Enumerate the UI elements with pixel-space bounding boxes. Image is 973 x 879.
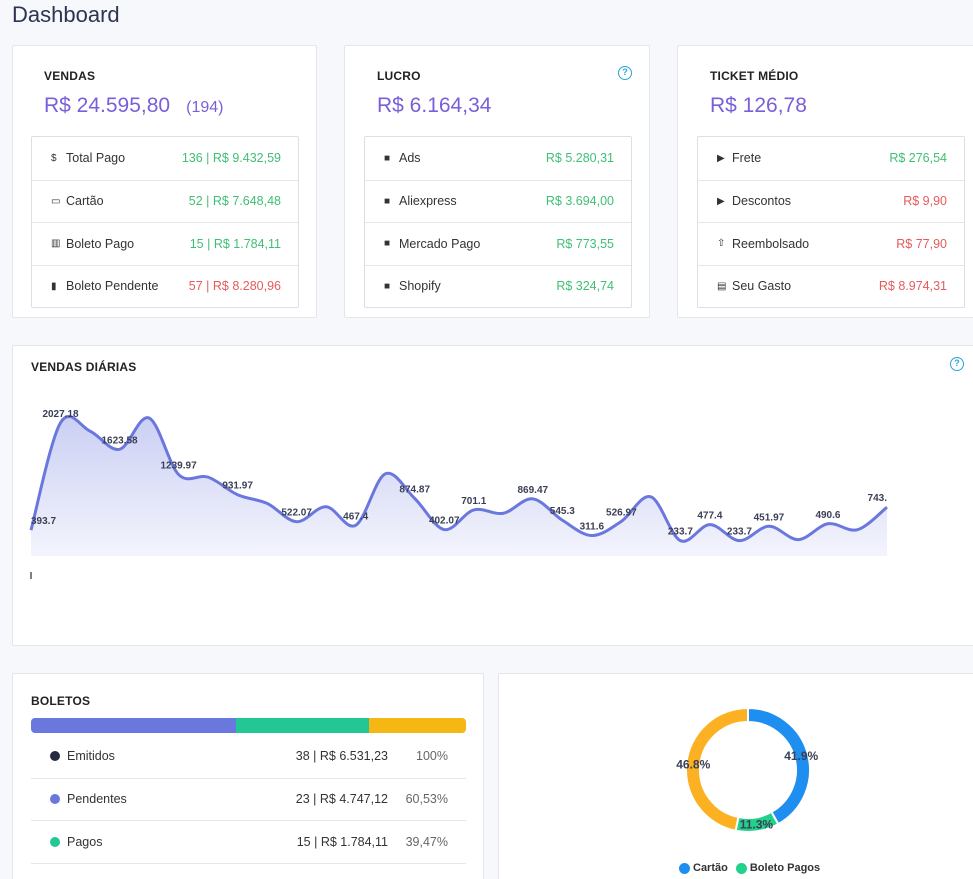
- ticket-row-reembolsado: ⇧ Reembolsado R$ 77,90: [698, 222, 964, 265]
- dot-icon: [50, 836, 60, 847]
- mercado-pago-icon: ■: [384, 238, 391, 250]
- truck-icon: ▶: [717, 152, 725, 164]
- shopify-icon: ■: [384, 280, 391, 292]
- vendas-row-boleto-pendente: ▮ Boleto Pendente 57 | R$ 8.280,96: [32, 264, 298, 308]
- trash-icon: ▮: [51, 280, 57, 292]
- vendas-row-cartao: ▭ Cartão 52 | R$ 7.648,48: [32, 179, 298, 223]
- boletos-row-pendentes: Pendentes 23 | R$ 4.747,12 60,53%: [31, 777, 466, 821]
- boletos-list: Emitidos 38 | R$ 6.531,23 100% Pendentes 23…: [31, 735, 466, 879]
- vendas-list: $ Total Pago 136 | R$ 9.432,59 ▭ Cartão 52 |…: [31, 136, 299, 308]
- slice-label: 11.3%: [740, 817, 774, 831]
- data-label: 545.3: [550, 506, 575, 517]
- data-label: 869.47: [517, 485, 548, 496]
- boletos-row-pagos: Pagos 15 | R$ 1.784,11 39,47%: [31, 820, 466, 863]
- lucro-total: R$ 6.164,34: [377, 94, 492, 117]
- refund-icon: ⇧: [717, 238, 726, 250]
- daily-sales-chart: 393.7 2027.18 1623.58 1239.97 931.97 522.07 46…: [29, 409, 888, 579]
- boletos-row-cut-off: [31, 862, 466, 879]
- data-label: 467.4: [343, 511, 368, 522]
- boletos-row-emitidos: Emitidos 38 | R$ 6.531,23 100%: [31, 735, 466, 778]
- data-label: 931.97: [222, 481, 253, 492]
- donut-card: 41.9% 11.3% 46.8% Cartão Boleto Pagos: [498, 673, 973, 879]
- ticket-list: ▶ Frete R$ 276,54 ▶ Descontos R$ 9,90 ⇧ Reemb…: [697, 136, 965, 308]
- legend-dot-icon: [679, 862, 690, 874]
- lucro-row-ads: ■ Ads R$ 5.280,31: [384, 151, 614, 166]
- lucro-row-mercado-pago: ■ Mercado Pago R$ 773,55: [365, 222, 631, 265]
- legend-dot-icon: [735, 862, 747, 874]
- data-label: 311.6: [580, 522, 605, 533]
- legend-item-cartao[interactable]: Cartão: [679, 862, 728, 874]
- data-label: 233.7: [727, 527, 752, 538]
- lucro-label: LUCRO: [377, 69, 421, 83]
- data-label: 526.97: [606, 507, 637, 518]
- vendas-card: VENDAS R$ 24.595,80 (194) $ Total Pago 136 …: [12, 45, 317, 318]
- boletos-bar-segment-pendentes: [31, 718, 237, 733]
- donut-legend: Cartão Boleto Pagos: [679, 862, 820, 874]
- tag-icon: ▶: [717, 195, 725, 207]
- data-label: 522.07: [281, 508, 312, 519]
- ticket-row-descontos: ▶ Descontos R$ 9,90: [698, 179, 964, 223]
- data-label: 233.7: [668, 527, 693, 538]
- slice-label: 46.8%: [676, 757, 710, 771]
- help-icon[interactable]: ?: [618, 66, 632, 80]
- daily-sales-label: VENDAS DIÁRIAS: [31, 360, 137, 374]
- area-fill: [31, 416, 887, 556]
- lucro-row-aliexpress: ■ Aliexpress R$ 3.694,00: [365, 179, 631, 223]
- data-label: 701.1: [461, 496, 486, 507]
- dot-icon: [50, 751, 60, 762]
- data-label: 1239.97: [161, 460, 198, 471]
- aliexpress-icon: ■: [384, 195, 391, 207]
- data-label: 393.7: [31, 516, 56, 527]
- boletos-label: BOLETOS: [31, 694, 91, 708]
- data-label: 743.: [868, 493, 888, 504]
- ticket-card: TICKET MÉDIO R$ 126,78 ▶ Frete R$ 276,54 ▶…: [677, 45, 973, 318]
- facebook-icon: ■: [384, 152, 391, 164]
- boletos-bar-segment-pagos: [236, 718, 370, 733]
- vendas-row-boleto-pago: ▥ Boleto Pago 15 | R$ 1.784,11: [32, 222, 298, 265]
- payment-donut-chart: 41.9% 11.3% 46.8%: [676, 706, 819, 833]
- series-line: [29, 414, 888, 543]
- vendas-label: VENDAS: [44, 69, 96, 83]
- boletos-bar-segment-other: [369, 718, 466, 733]
- vendas-count: (194): [186, 99, 224, 116]
- dollar-icon: $: [51, 152, 57, 164]
- donut-slice[interactable]: [685, 706, 749, 832]
- data-label: 1623.58: [101, 435, 138, 446]
- ticket-row-seu-gasto: ▤ Seu Gasto R$ 8.974,31: [698, 264, 964, 308]
- lucro-card: LUCRO ? R$ 6.164,34 ■ Ads R$ 5.280,31 ■ Ali…: [344, 45, 650, 318]
- page-title: Dashboard: [12, 2, 120, 27]
- data-label: 874.87: [399, 484, 430, 495]
- money-icon: ▤: [717, 280, 727, 292]
- data-label: 2027.18: [42, 409, 79, 420]
- vendas-total-value: R$ 24.595,80: [44, 94, 171, 117]
- data-label: 490.6: [815, 510, 840, 521]
- slice-label: 41.9%: [784, 749, 818, 763]
- ticket-row-frete: ▶ Frete R$ 276,54: [717, 151, 947, 166]
- boletos-progress-bar: [31, 718, 466, 733]
- daily-sales-card: VENDAS DIÁRIAS ? 393.7 2027.18 1623.58 1239…: [12, 345, 973, 646]
- legend-item-boleto-pagos[interactable]: Boleto Pagos: [735, 862, 820, 874]
- boletos-card: BOLETOS Emitidos 38 | R$ 6.531,23 100% Pen…: [12, 673, 484, 879]
- data-label: 477.4: [697, 511, 722, 522]
- vendas-total: R$ 24.595,80 (194): [44, 94, 223, 118]
- help-icon[interactable]: ?: [950, 357, 964, 371]
- data-label: 451.97: [754, 512, 785, 523]
- vendas-row-total-pago: $ Total Pago 136 | R$ 9.432,59: [51, 151, 281, 166]
- donut-slice[interactable]: [747, 706, 811, 826]
- lucro-list: ■ Ads R$ 5.280,31 ■ Aliexpress R$ 3.694,00 ■…: [364, 136, 632, 308]
- data-label: 402.07: [429, 516, 460, 527]
- lucro-row-shopify: ■ Shopify R$ 324,74: [365, 264, 631, 308]
- barcode-icon: ▥: [51, 238, 61, 250]
- dot-icon: [50, 794, 60, 805]
- ticket-total: R$ 126,78: [710, 94, 807, 117]
- ticket-label: TICKET MÉDIO: [710, 69, 799, 83]
- credit-card-icon: ▭: [51, 195, 61, 207]
